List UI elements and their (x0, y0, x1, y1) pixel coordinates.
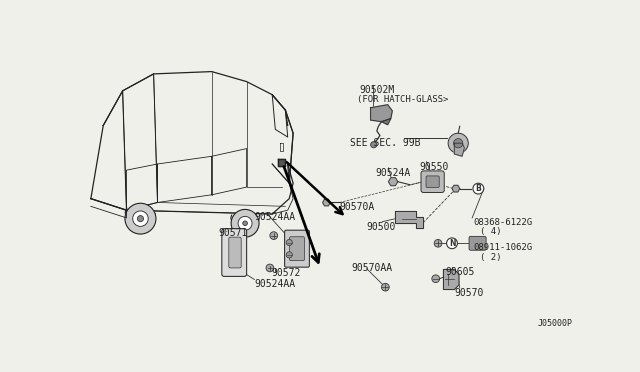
Text: ( 2): ( 2) (480, 253, 501, 262)
Circle shape (448, 133, 468, 153)
Polygon shape (381, 119, 391, 125)
Polygon shape (278, 158, 285, 166)
FancyBboxPatch shape (421, 171, 444, 192)
Text: J05000P: J05000P (537, 319, 572, 328)
Text: 90570AA: 90570AA (351, 263, 392, 273)
Polygon shape (396, 211, 423, 228)
Circle shape (138, 216, 143, 222)
Text: B: B (476, 184, 481, 193)
Text: (FOR HATCH-GLASS>: (FOR HATCH-GLASS> (358, 95, 449, 104)
FancyBboxPatch shape (285, 230, 309, 267)
Circle shape (266, 264, 274, 272)
FancyBboxPatch shape (229, 237, 241, 268)
Text: 90502M: 90502M (359, 85, 394, 95)
Circle shape (381, 283, 389, 291)
Polygon shape (323, 199, 330, 206)
Circle shape (270, 232, 278, 240)
Polygon shape (371, 105, 392, 122)
Circle shape (473, 183, 484, 194)
FancyBboxPatch shape (426, 176, 439, 187)
Circle shape (447, 238, 458, 249)
Text: 08911-1062G: 08911-1062G (474, 243, 533, 252)
Circle shape (371, 142, 377, 148)
Circle shape (432, 275, 440, 283)
FancyBboxPatch shape (222, 229, 246, 276)
Text: 90500: 90500 (367, 222, 396, 232)
Text: 90570: 90570 (454, 288, 484, 298)
Circle shape (238, 217, 252, 230)
Text: 90550: 90550 (419, 162, 449, 172)
Text: 90524A: 90524A (375, 168, 410, 178)
Circle shape (231, 209, 259, 237)
Text: 90571: 90571 (219, 228, 248, 238)
Polygon shape (388, 178, 397, 186)
Polygon shape (454, 143, 465, 156)
Circle shape (132, 211, 148, 226)
Text: SEE SEC. 99B: SEE SEC. 99B (349, 138, 420, 148)
Text: 90524AA: 90524AA (254, 279, 296, 289)
Text: 90572: 90572 (271, 268, 301, 278)
Circle shape (454, 139, 463, 148)
Circle shape (125, 203, 156, 234)
FancyBboxPatch shape (290, 237, 305, 261)
Text: 90570A: 90570A (340, 202, 375, 212)
Circle shape (286, 252, 292, 258)
Polygon shape (452, 185, 460, 192)
Circle shape (286, 240, 292, 246)
Polygon shape (444, 269, 459, 289)
Text: 90605: 90605 (445, 267, 474, 277)
Text: 90524AA: 90524AA (254, 212, 296, 222)
Text: N: N (449, 239, 455, 248)
Circle shape (243, 221, 248, 225)
Text: ( 4): ( 4) (480, 227, 501, 236)
Text: 08368-6122G: 08368-6122G (474, 218, 533, 227)
Circle shape (434, 240, 442, 247)
FancyBboxPatch shape (469, 236, 486, 250)
